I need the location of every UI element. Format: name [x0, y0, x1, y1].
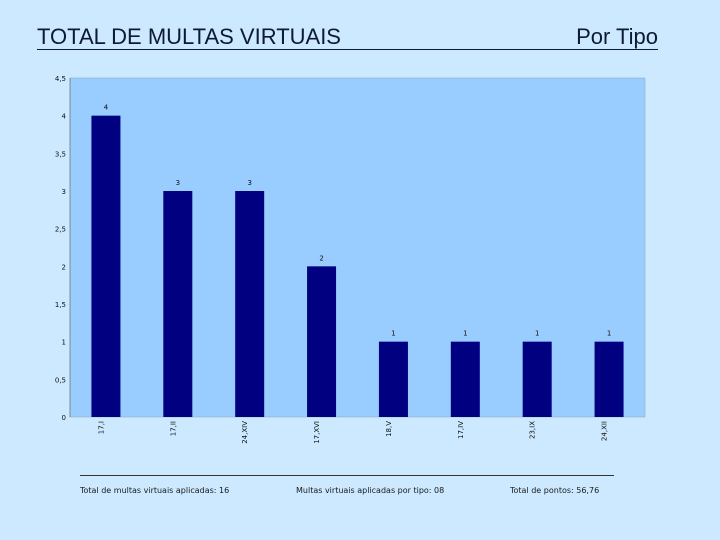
- y-tick-label: 3: [62, 188, 66, 196]
- bar: [522, 341, 552, 417]
- y-axis-ticks: 0 0,5 1 1,5 2 2,5 3 3,5 4 4,5: [55, 75, 67, 422]
- x-tick-label: 23,IX: [529, 421, 537, 439]
- x-axis-labels: 17,I 17,II 24,XIV 17,XVI 18,V 17,IV 23,IX 24,XI…: [97, 421, 608, 444]
- data-label: 3: [176, 179, 180, 187]
- y-tick-label: 1,5: [55, 301, 66, 309]
- footer-divider: [80, 475, 614, 476]
- y-tick-label: 0: [62, 414, 66, 422]
- bar: [235, 191, 265, 417]
- data-label: 1: [463, 330, 467, 338]
- bar: [307, 266, 337, 417]
- y-tick-label: 0,5: [55, 376, 66, 384]
- y-tick-label: 1: [62, 339, 66, 347]
- x-tick-label: 24,XII: [601, 421, 609, 441]
- bar: [378, 341, 408, 417]
- data-label: 4: [104, 104, 109, 112]
- bars: [91, 115, 624, 418]
- data-labels: 4 3 3 2 1 1 1 1: [104, 104, 612, 338]
- footer-total-pontos: Total de pontos: 56,76: [510, 486, 600, 495]
- y-tick-label: 4: [62, 113, 67, 121]
- bar-chart: 0 0,5 1 1,5 2 2,5 3 3,5 4 4,5 4 3 3 2 1 1 1 1 17,I 17,II 2…: [55, 75, 646, 444]
- data-label: 1: [391, 330, 395, 338]
- x-tick-label: 17,II: [169, 421, 177, 436]
- y-tick-label: 2,5: [55, 226, 66, 234]
- bar: [594, 341, 624, 417]
- footer-multas-por-tipo: Multas virtuais aplicadas por tipo: 08: [296, 486, 445, 495]
- title-bar: TOTAL DE MULTAS VIRTUAIS Por Tipo: [37, 24, 658, 50]
- x-tick-label: 17,I: [97, 421, 105, 434]
- x-tick-label: 24,XIV: [241, 421, 249, 444]
- bar: [91, 115, 121, 418]
- data-label: 3: [247, 179, 251, 187]
- data-label: 2: [319, 254, 323, 262]
- y-tick-label: 3,5: [55, 150, 66, 158]
- footer-total-multas: Total de multas virtuais aplicadas: 16: [80, 486, 230, 495]
- y-tick-label: 4,5: [55, 75, 66, 83]
- bar: [450, 341, 480, 417]
- x-tick-label: 17,XVI: [313, 421, 321, 444]
- page-subtitle: Por Tipo: [576, 24, 658, 49]
- bar: [163, 191, 193, 417]
- plot-area: [69, 77, 646, 418]
- data-label: 1: [607, 330, 611, 338]
- x-tick-label: 17,IV: [457, 421, 465, 439]
- data-label: 1: [535, 330, 539, 338]
- page-title: TOTAL DE MULTAS VIRTUAIS: [37, 24, 341, 49]
- x-tick-label: 18,V: [385, 421, 393, 437]
- y-tick-label: 2: [62, 263, 66, 271]
